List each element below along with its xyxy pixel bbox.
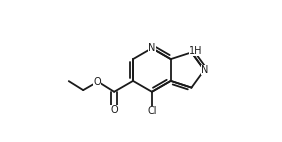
Text: N: N bbox=[148, 43, 156, 53]
Text: Cl: Cl bbox=[147, 106, 157, 116]
Text: N: N bbox=[201, 65, 208, 75]
Text: O: O bbox=[93, 77, 101, 87]
Text: O: O bbox=[110, 105, 118, 115]
Text: 1H: 1H bbox=[189, 46, 202, 56]
